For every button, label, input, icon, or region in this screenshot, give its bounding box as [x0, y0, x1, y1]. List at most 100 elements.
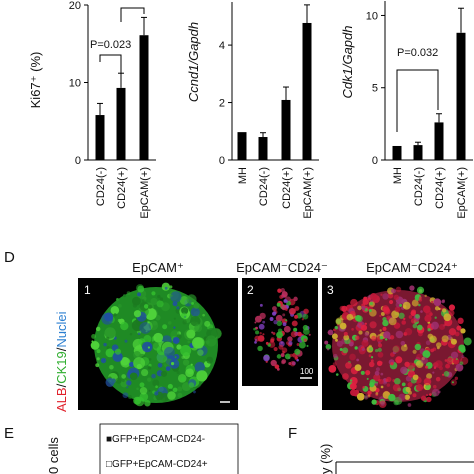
cell: [276, 320, 283, 327]
cell: [106, 346, 110, 350]
cell: [392, 383, 401, 392]
panel-label: F: [288, 425, 297, 442]
cell: [427, 328, 431, 332]
cell: [170, 291, 182, 303]
cell: [382, 293, 389, 300]
cell: [121, 379, 125, 383]
cell: [354, 346, 358, 350]
cell: [373, 373, 381, 382]
cell: [270, 359, 277, 367]
cell: [283, 299, 288, 303]
cell: [204, 320, 211, 327]
cell: [408, 315, 413, 319]
cell: [168, 388, 173, 392]
cell: [394, 306, 401, 313]
x-tick-label: CD24(-): [413, 167, 425, 206]
cell: [443, 371, 450, 377]
cell: [167, 391, 176, 400]
cell: [196, 370, 208, 382]
cell: [95, 326, 101, 332]
cell: [448, 328, 457, 336]
cell: [367, 394, 371, 397]
cell: [197, 342, 204, 349]
cell: [375, 392, 379, 395]
cell: [443, 313, 452, 322]
cell: [162, 324, 168, 330]
cell: [111, 378, 116, 384]
panel-label: E: [4, 425, 14, 442]
cell: [147, 304, 153, 310]
cell: [375, 367, 380, 372]
cell: [293, 296, 298, 302]
y-tick-label: 0: [372, 155, 378, 167]
cell: [194, 324, 203, 333]
x-tick-label: CD24(-): [258, 167, 270, 206]
cell: [368, 361, 375, 368]
bar: [392, 145, 402, 160]
x-tick-label: CD24(+): [116, 167, 128, 209]
cell: [380, 293, 383, 296]
cell: [190, 363, 193, 366]
cell: [91, 334, 96, 339]
stain-sep: /: [54, 347, 69, 351]
cell: [103, 342, 107, 347]
cell: [378, 378, 384, 385]
cell: [369, 321, 377, 329]
cell: [139, 387, 148, 395]
cell: [361, 306, 365, 309]
cell: [331, 333, 338, 340]
cell: [134, 396, 145, 407]
cell: [432, 384, 437, 389]
cell: [424, 294, 427, 298]
cell: [379, 314, 382, 318]
cell: [179, 295, 189, 305]
cell: [296, 343, 300, 346]
cell: [444, 359, 448, 362]
cell: [206, 356, 214, 364]
cell: [139, 382, 145, 388]
cell: [126, 380, 132, 386]
stain-nuclei: Nuclei: [54, 311, 69, 347]
cell: [133, 351, 141, 359]
cell: [262, 333, 265, 336]
cell: [169, 285, 173, 289]
cell: [377, 347, 382, 353]
y-axis-label: 0 cells: [46, 437, 61, 474]
cell: [407, 382, 413, 388]
cell: [152, 342, 160, 349]
cell: [275, 314, 283, 322]
cell: [355, 335, 360, 341]
cell: [137, 285, 145, 293]
cell: [460, 328, 466, 334]
cell: [294, 314, 298, 319]
cell: [385, 378, 389, 383]
cell: [91, 340, 94, 343]
image-number: 3: [327, 283, 334, 297]
cell: [325, 343, 332, 350]
cell: [147, 346, 151, 349]
cell: [173, 326, 176, 329]
cell: [435, 376, 441, 382]
cell: [414, 343, 422, 351]
cell: [197, 349, 204, 356]
cell: [448, 357, 452, 361]
cell: [167, 383, 173, 390]
cell: [431, 321, 439, 330]
cell: [390, 362, 394, 366]
cell: [273, 311, 277, 315]
cell: [290, 308, 297, 315]
y-tick-label: 2: [219, 98, 225, 110]
cell: [411, 299, 419, 307]
annotation: P=0.032: [397, 47, 438, 59]
cell: [161, 282, 170, 291]
y-tick-label: 0: [219, 155, 225, 167]
cell: [154, 391, 159, 396]
cell: [182, 320, 187, 325]
cell: [122, 392, 129, 399]
cell: [346, 313, 354, 321]
cell: [392, 345, 401, 353]
cell: [255, 330, 260, 335]
cell: [126, 386, 129, 389]
cell: [173, 317, 176, 320]
cell: [362, 386, 365, 389]
